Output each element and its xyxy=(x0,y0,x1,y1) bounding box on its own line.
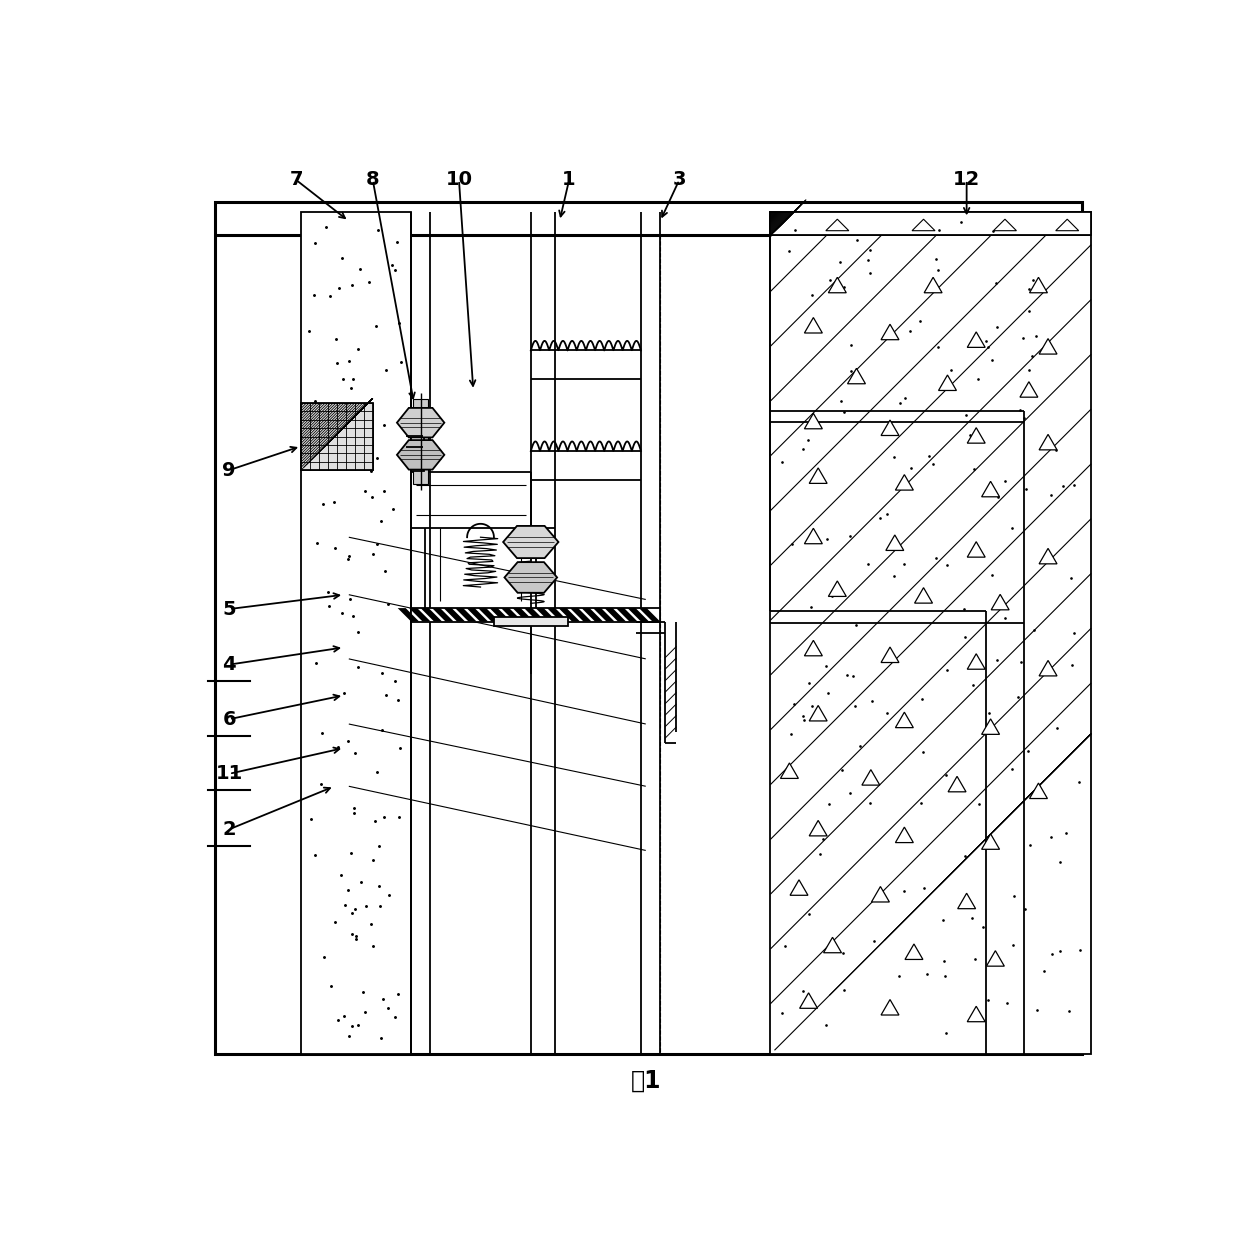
Polygon shape xyxy=(605,608,626,622)
Polygon shape xyxy=(432,608,454,622)
Polygon shape xyxy=(421,608,442,622)
Polygon shape xyxy=(968,654,985,669)
Bar xyxy=(413,398,428,484)
Polygon shape xyxy=(455,608,476,622)
Bar xyxy=(770,211,1091,235)
Polygon shape xyxy=(639,608,660,622)
Polygon shape xyxy=(912,219,935,230)
Polygon shape xyxy=(398,608,420,622)
Polygon shape xyxy=(627,608,649,622)
Polygon shape xyxy=(886,535,903,550)
Polygon shape xyxy=(896,475,913,490)
Polygon shape xyxy=(881,999,898,1015)
Polygon shape xyxy=(800,993,818,1009)
Text: 图1: 图1 xyxy=(630,1069,662,1092)
Polygon shape xyxy=(862,770,879,785)
Polygon shape xyxy=(1040,661,1057,675)
Polygon shape xyxy=(993,219,1017,230)
Polygon shape xyxy=(924,277,942,292)
Polygon shape xyxy=(478,608,499,622)
Polygon shape xyxy=(881,325,898,340)
Polygon shape xyxy=(896,712,913,728)
Polygon shape xyxy=(982,833,999,850)
Bar xyxy=(770,211,1091,1055)
Polygon shape xyxy=(828,277,847,292)
Text: 4: 4 xyxy=(222,656,236,674)
Polygon shape xyxy=(809,821,827,836)
Polygon shape xyxy=(616,608,638,622)
Polygon shape xyxy=(948,776,966,792)
Polygon shape xyxy=(1040,434,1057,450)
Polygon shape xyxy=(804,413,823,429)
Polygon shape xyxy=(809,468,827,484)
Polygon shape xyxy=(982,719,999,734)
Polygon shape xyxy=(968,332,985,347)
Polygon shape xyxy=(582,608,604,622)
Polygon shape xyxy=(809,705,827,722)
Polygon shape xyxy=(968,1006,985,1021)
Polygon shape xyxy=(524,608,546,622)
Polygon shape xyxy=(939,374,956,391)
Text: 6: 6 xyxy=(222,710,236,729)
Text: 12: 12 xyxy=(953,170,980,189)
Polygon shape xyxy=(872,887,890,902)
Polygon shape xyxy=(504,562,557,593)
Polygon shape xyxy=(848,368,866,383)
Polygon shape xyxy=(968,541,985,557)
Text: 1: 1 xyxy=(562,170,576,189)
Text: 7: 7 xyxy=(290,170,302,189)
Polygon shape xyxy=(397,408,445,438)
Polygon shape xyxy=(958,893,975,908)
Bar xyxy=(301,403,373,470)
Polygon shape xyxy=(804,317,823,333)
Polygon shape xyxy=(397,440,445,469)
Polygon shape xyxy=(987,950,1004,967)
Text: 2: 2 xyxy=(222,820,236,838)
Bar xyxy=(301,211,411,1055)
Polygon shape xyxy=(444,608,465,622)
Polygon shape xyxy=(881,420,898,435)
Polygon shape xyxy=(466,608,488,622)
Polygon shape xyxy=(1040,338,1057,355)
Polygon shape xyxy=(547,608,568,622)
Polygon shape xyxy=(881,647,898,663)
Polygon shape xyxy=(825,219,849,230)
Polygon shape xyxy=(992,595,1009,610)
Polygon shape xyxy=(1040,549,1057,564)
Polygon shape xyxy=(1056,219,1079,230)
Polygon shape xyxy=(1029,277,1047,292)
Polygon shape xyxy=(968,428,985,443)
Polygon shape xyxy=(905,944,922,959)
Text: 3: 3 xyxy=(673,170,685,189)
Polygon shape xyxy=(780,763,799,779)
Polygon shape xyxy=(982,481,999,496)
Bar xyxy=(214,202,1081,1055)
Polygon shape xyxy=(513,608,534,622)
Polygon shape xyxy=(503,526,558,559)
Polygon shape xyxy=(490,608,512,622)
Bar xyxy=(494,617,568,626)
Polygon shape xyxy=(790,880,808,896)
Polygon shape xyxy=(558,608,580,622)
Bar xyxy=(411,608,660,622)
Polygon shape xyxy=(501,608,523,622)
Polygon shape xyxy=(593,608,615,622)
Polygon shape xyxy=(804,641,823,656)
Polygon shape xyxy=(824,937,842,953)
Polygon shape xyxy=(570,608,591,622)
Text: 11: 11 xyxy=(215,764,243,784)
Polygon shape xyxy=(1029,782,1047,799)
Bar xyxy=(411,412,425,471)
Polygon shape xyxy=(1019,382,1038,397)
Text: 5: 5 xyxy=(222,600,236,618)
Text: 10: 10 xyxy=(446,170,472,189)
Polygon shape xyxy=(804,529,823,544)
Polygon shape xyxy=(915,587,932,603)
Polygon shape xyxy=(896,827,913,842)
Polygon shape xyxy=(410,608,431,622)
Text: 9: 9 xyxy=(222,460,236,480)
Polygon shape xyxy=(536,608,557,622)
Polygon shape xyxy=(828,581,847,596)
Text: 8: 8 xyxy=(365,170,379,189)
